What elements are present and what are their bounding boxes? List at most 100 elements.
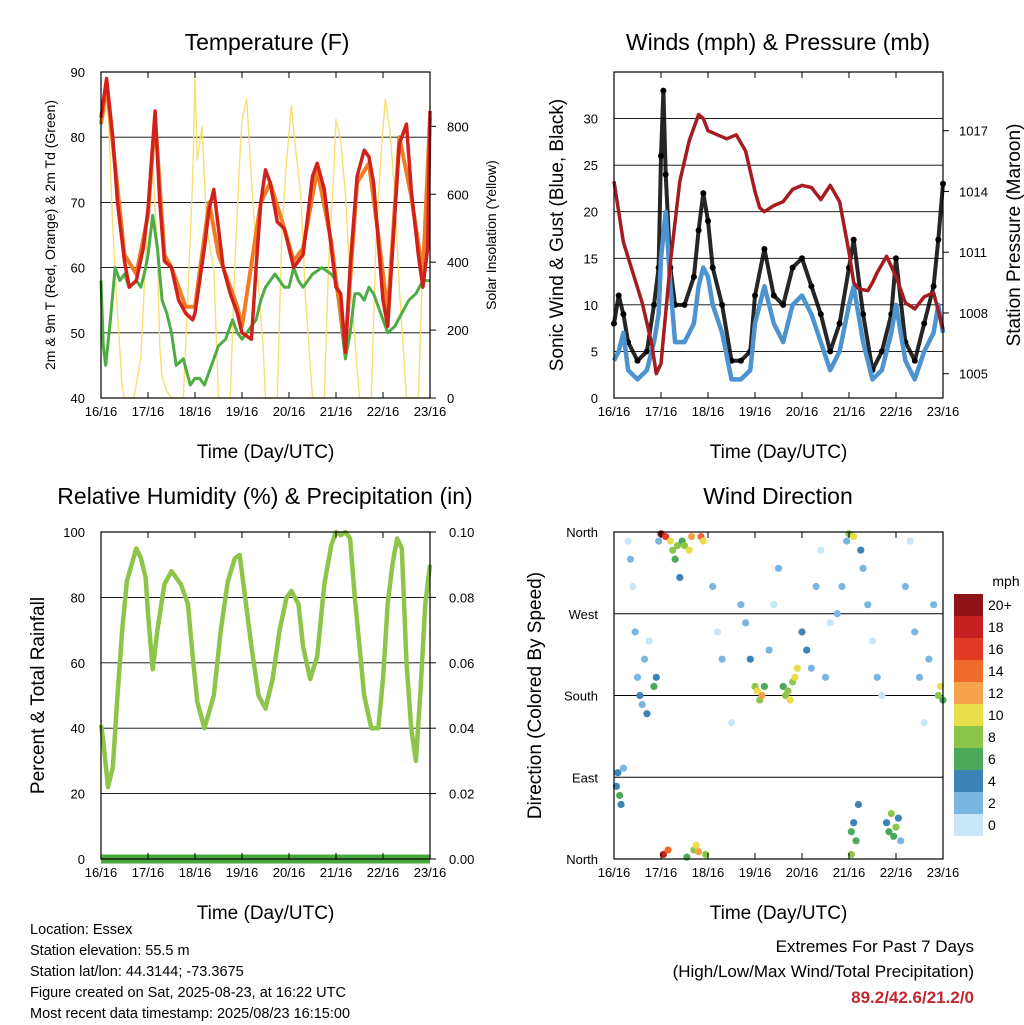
y-tick-label: 20 <box>584 205 598 220</box>
recent-text: Most recent data timestamp: 2025/08/23 1… <box>30 1006 351 1022</box>
station-info: Location: Essex Station elevation: 55.5 … <box>30 920 350 1025</box>
colorbar-swatch <box>954 748 983 770</box>
y-tick-label: North <box>566 525 598 540</box>
y-tick-label: 20 <box>71 787 85 802</box>
series-gust-line <box>612 88 945 373</box>
y-right-tick-label: 400 <box>447 255 469 270</box>
y-tick-label: 30 <box>584 112 598 127</box>
y-tick-label: 40 <box>71 721 85 736</box>
x-tick-label: 19/16 <box>739 404 772 419</box>
direction-point <box>643 710 651 718</box>
direction-point <box>624 537 632 545</box>
colorbar-swatch <box>954 726 983 748</box>
plot-frame <box>613 71 944 399</box>
colorbar-label: 0 <box>988 817 996 833</box>
x-tick-label: 17/16 <box>132 865 165 880</box>
created-text: Figure created on Sat, 2025-08-23, at 16… <box>30 985 346 1001</box>
direction-point <box>629 582 637 591</box>
y-right-tick-label: 800 <box>447 119 469 134</box>
y-right-axis-label: Solar Insolation (Yellow) <box>483 160 499 310</box>
direction-point <box>636 691 644 700</box>
direction-point <box>779 682 787 691</box>
colorbar-swatch <box>954 814 983 836</box>
y-tick-label: 100 <box>63 525 85 540</box>
y-tick-label: 0 <box>78 852 85 867</box>
y-right-tick-label: 1008 <box>959 306 988 321</box>
direction-point <box>852 837 860 845</box>
y-tick-label: South <box>564 689 598 704</box>
direction-point <box>619 764 628 772</box>
x-tick-label: 16/16 <box>598 865 631 880</box>
direction-point <box>727 719 736 727</box>
y-tick-label: 40 <box>71 391 85 406</box>
colorbar-label: 10 <box>988 707 1004 723</box>
x-tick-label: 17/16 <box>132 404 165 419</box>
x-tick-label: 21/16 <box>833 865 866 880</box>
x-tick-label: 20/16 <box>786 865 819 880</box>
x-tick-label: 21/16 <box>320 404 353 419</box>
x-tick-label: 22/16 <box>880 865 913 880</box>
colorbar-label: 6 <box>988 751 996 767</box>
direction-point <box>631 628 639 636</box>
x-tick-label: 20/16 <box>273 865 306 880</box>
y-tick-label: West <box>569 607 599 622</box>
series-solar-line <box>100 78 431 399</box>
y-right-tick-label: 1017 <box>959 124 988 139</box>
x-tick-label: 21/16 <box>320 865 353 880</box>
direction-point <box>742 619 750 627</box>
direction-point <box>934 691 942 700</box>
y-right-tick-label: 0.00 <box>449 852 474 867</box>
direction-point <box>887 809 895 818</box>
direction-point <box>614 769 622 777</box>
y-right-tick-label: 1014 <box>959 184 988 199</box>
direction-point <box>669 546 677 554</box>
direction-point <box>890 832 898 840</box>
direction-point <box>812 582 820 591</box>
direction-point <box>655 537 663 545</box>
y-right-tick-label: 0 <box>447 391 454 406</box>
direction-point <box>692 841 700 849</box>
direction-point <box>838 582 846 591</box>
direction-point <box>695 848 703 856</box>
direction-point <box>659 850 667 859</box>
extremes-title: Extremes For Past 7 Days <box>775 937 974 956</box>
y-right-tick-label: 1011 <box>959 245 987 260</box>
series-2m-temp-line <box>99 76 432 355</box>
panel-title-1: Temperature (F) <box>185 29 350 55</box>
direction-point <box>791 673 799 681</box>
y-tick-label: 15 <box>584 251 598 266</box>
direction-point <box>765 646 773 654</box>
direction-point <box>833 610 841 618</box>
y-tick-label: 90 <box>71 65 85 80</box>
direction-point <box>774 564 783 572</box>
y-tick-label: 60 <box>71 656 85 671</box>
direction-point <box>737 601 745 609</box>
direction-point <box>633 673 642 681</box>
colorbar-label: 20+ <box>988 597 1012 613</box>
colorbar-title: mph <box>992 573 1019 589</box>
y-tick-label: 0 <box>591 391 598 406</box>
y-right-tick-label: 600 <box>447 187 469 202</box>
panel-title-3: Relative Humidity (%) & Precipitation (i… <box>57 483 472 509</box>
y-tick-label: East <box>572 770 598 785</box>
colorbar-swatch <box>954 682 983 704</box>
direction-point <box>702 850 710 859</box>
x-tick-label: 22/16 <box>880 404 913 419</box>
x-tick-label: 17/16 <box>645 404 678 419</box>
x-tick-label: 23/16 <box>927 404 960 419</box>
plot-frame <box>613 531 944 860</box>
colorbar-label: 2 <box>988 795 996 811</box>
y-right-tick-label: 0.10 <box>449 525 474 540</box>
y-tick-label: 25 <box>584 158 598 173</box>
y-right-tick-label: 0.02 <box>449 787 474 802</box>
direction-point <box>911 628 919 636</box>
plot-frame <box>100 531 431 860</box>
direction-point <box>786 696 794 704</box>
direction-point <box>680 542 689 550</box>
x-tick-label: 22/16 <box>367 404 400 419</box>
direction-point <box>650 682 658 691</box>
x-tick-label: 23/16 <box>414 865 447 880</box>
direction-point <box>793 664 801 672</box>
direction-point <box>826 619 834 627</box>
